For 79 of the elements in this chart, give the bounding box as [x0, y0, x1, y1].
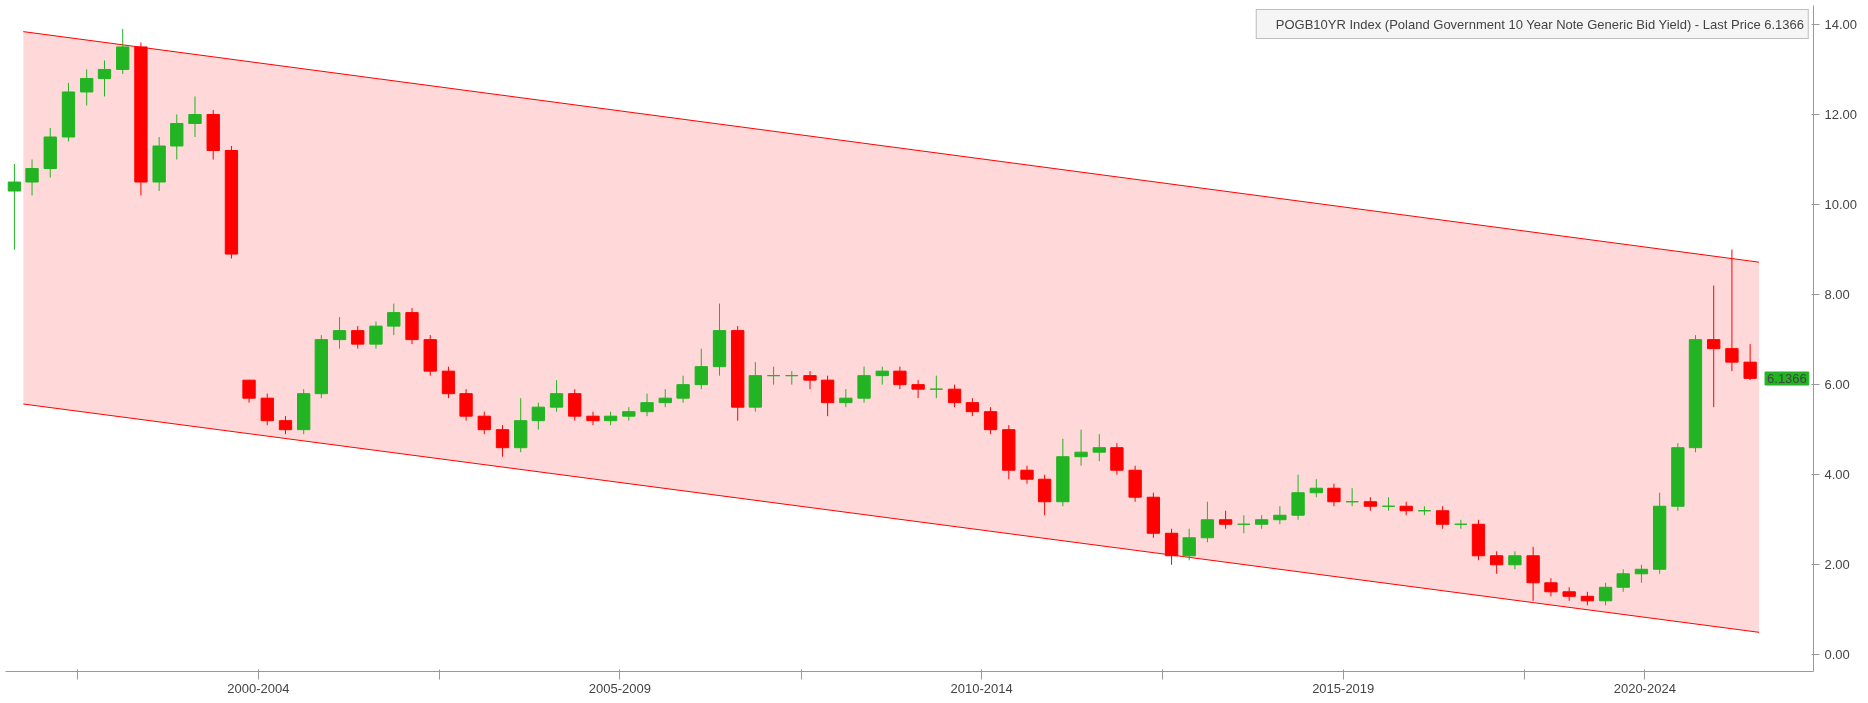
candlestick	[441, 366, 456, 399]
candlestick	[568, 388, 582, 422]
candlestick	[278, 415, 293, 435]
candlestick	[640, 393, 654, 417]
candlestick	[549, 379, 564, 413]
candlestick	[477, 411, 491, 435]
candlestick	[351, 325, 365, 350]
candlestick	[387, 303, 401, 336]
candlestick	[965, 397, 980, 417]
candlestick	[766, 366, 781, 386]
text: POGB10YR Index (Poland Government 10 Year Note Generic Bid Yield) - Last Price 6.1366	[1275, 16, 1804, 32]
y-tick-label: 14.00	[1824, 16, 1858, 32]
x-tick-label: 2010-2014	[950, 680, 1013, 696]
candlestick	[1490, 550, 1504, 575]
candlestick	[694, 348, 708, 390]
candlestick	[1237, 514, 1251, 534]
candlestick	[1092, 433, 1106, 462]
candlestick	[369, 321, 383, 350]
x-tick-label: 2015-2019	[1312, 680, 1375, 696]
candlestick	[1327, 483, 1341, 507]
candlestick	[1182, 528, 1196, 561]
x-tick-label: 2005-2009	[588, 680, 651, 696]
candlestick	[785, 370, 799, 386]
candlestick	[1616, 568, 1630, 593]
y-tick-label: 6.00	[1824, 377, 1850, 393]
candlestick	[80, 68, 94, 106]
candlestick	[459, 388, 473, 422]
candlestick	[1309, 478, 1323, 498]
candlestick	[1200, 501, 1215, 543]
candlestick	[1164, 528, 1179, 566]
candlestick	[875, 366, 889, 386]
candlestick	[531, 402, 545, 431]
y-tick-label: 10.00	[1824, 197, 1858, 213]
candlestick	[1218, 510, 1233, 530]
candlestick	[1037, 474, 1052, 516]
candlestick	[332, 316, 347, 350]
y-tick-label: 4.00	[1824, 467, 1850, 483]
y-tick-label: 8.00	[1824, 287, 1850, 303]
candlestick	[1020, 465, 1034, 485]
candlestick	[983, 406, 998, 435]
candlestick	[1381, 496, 1396, 512]
candlestick	[116, 28, 130, 75]
candlestick	[658, 388, 672, 408]
candlestick	[170, 113, 184, 160]
candlestick	[1634, 564, 1649, 584]
x-tick-label: 2020-2024	[1613, 680, 1676, 696]
candlestick	[857, 366, 871, 404]
x-tick-label: 2000-2004	[227, 680, 290, 696]
candlestick	[911, 379, 925, 399]
candlestick	[803, 370, 817, 390]
y-tick-label: 2.00	[1824, 557, 1850, 573]
y-tick-label: 0.00	[1824, 647, 1850, 663]
candlestick	[893, 366, 907, 390]
candlestick	[1508, 550, 1522, 570]
candlestick	[586, 411, 600, 426]
candlestick	[1598, 582, 1613, 606]
candlestick	[188, 95, 202, 138]
candlestick	[676, 375, 690, 404]
y-tick-label: 12.00	[1824, 106, 1858, 122]
candlestick	[1110, 442, 1124, 476]
annotation: 6.1366	[1767, 371, 1807, 387]
candlestick	[947, 384, 962, 408]
candlestick	[1707, 285, 1721, 408]
candlestick	[929, 375, 943, 399]
candlestick	[820, 375, 835, 417]
candlestick	[1544, 577, 1558, 597]
candlestick	[839, 388, 853, 408]
candlestick	[97, 59, 112, 97]
candlestick	[1435, 505, 1450, 530]
candlestick	[1743, 343, 1757, 381]
candlestick	[1273, 505, 1287, 525]
candlestick	[25, 159, 39, 197]
candlestick	[1291, 474, 1305, 521]
candlestick	[495, 424, 510, 458]
candlestick	[260, 393, 274, 426]
candlestick	[1345, 487, 1359, 507]
candlestick	[1074, 429, 1088, 467]
candlestick	[242, 379, 256, 404]
candlestick	[7, 163, 22, 251]
